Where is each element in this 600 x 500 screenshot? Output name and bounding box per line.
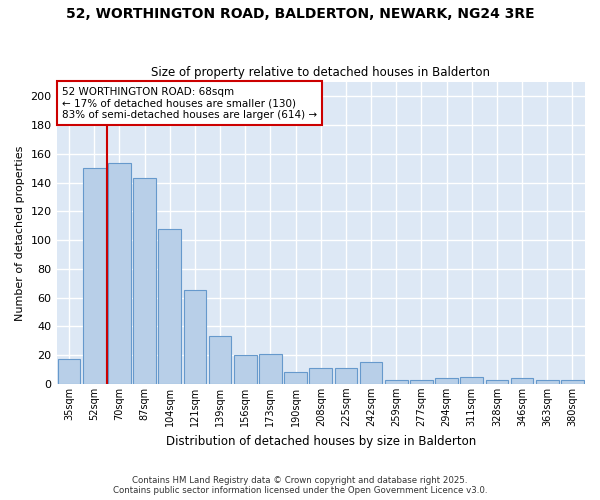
Bar <box>133 178 156 384</box>
Bar <box>335 368 357 384</box>
Bar <box>234 355 257 384</box>
Bar <box>184 290 206 384</box>
Bar <box>209 336 232 384</box>
Bar <box>460 376 483 384</box>
Bar <box>435 378 458 384</box>
Text: Contains HM Land Registry data © Crown copyright and database right 2025.
Contai: Contains HM Land Registry data © Crown c… <box>113 476 487 495</box>
Bar <box>410 380 433 384</box>
Bar <box>385 380 407 384</box>
Title: Size of property relative to detached houses in Balderton: Size of property relative to detached ho… <box>151 66 490 80</box>
Bar <box>511 378 533 384</box>
Bar <box>485 380 508 384</box>
Bar <box>284 372 307 384</box>
Bar <box>259 354 282 384</box>
X-axis label: Distribution of detached houses by size in Balderton: Distribution of detached houses by size … <box>166 434 476 448</box>
Text: 52, WORTHINGTON ROAD, BALDERTON, NEWARK, NG24 3RE: 52, WORTHINGTON ROAD, BALDERTON, NEWARK,… <box>65 8 535 22</box>
Bar <box>360 362 382 384</box>
Bar <box>536 380 559 384</box>
Bar <box>310 368 332 384</box>
Bar <box>561 380 584 384</box>
Bar <box>83 168 106 384</box>
Bar <box>58 360 80 384</box>
Bar <box>108 162 131 384</box>
Y-axis label: Number of detached properties: Number of detached properties <box>15 146 25 320</box>
Bar <box>158 228 181 384</box>
Text: 52 WORTHINGTON ROAD: 68sqm
← 17% of detached houses are smaller (130)
83% of sem: 52 WORTHINGTON ROAD: 68sqm ← 17% of deta… <box>62 86 317 120</box>
